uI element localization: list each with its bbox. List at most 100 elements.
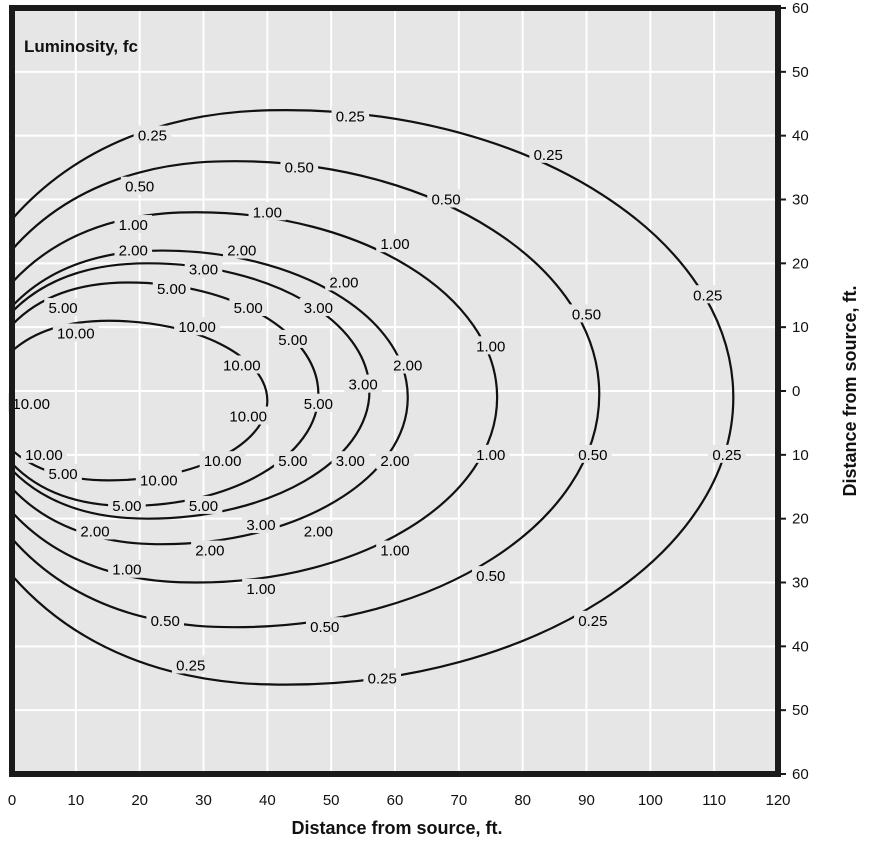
contour-label: 2.00 (299, 521, 338, 540)
contour-label-backdrop (299, 298, 338, 317)
x-tick-label: 10 (67, 792, 84, 809)
contour-label: 0.25 (171, 655, 210, 674)
contour-label-text: 5.00 (157, 281, 186, 298)
contour-label-text: 0.50 (578, 447, 607, 464)
contour-label: 5.00 (299, 393, 338, 413)
contour-label-text: 0.25 (138, 128, 167, 145)
contour-label-text: 1.00 (476, 447, 505, 464)
contour-label: 5.00 (44, 298, 82, 317)
contour-label: 0.50 (120, 176, 159, 196)
contour-label: 5.00 (274, 329, 312, 349)
grid (12, 8, 778, 774)
contour-label-backdrop (363, 668, 402, 687)
contour-label-backdrop (708, 444, 746, 463)
contour-label-backdrop (274, 451, 312, 470)
x-axis-title: Distance from source, ft. (291, 818, 502, 838)
contour-label-backdrop (248, 202, 287, 221)
contour-label-text: 0.25 (176, 657, 205, 674)
contour-label-text: 2.00 (329, 274, 358, 291)
contour-label: 5.00 (44, 463, 82, 483)
contour-label-backdrop (242, 578, 280, 597)
contour-label: 10.00 (199, 451, 246, 470)
y-tick-label: 20 (792, 511, 809, 528)
contour-label-text: 0.25 (693, 287, 722, 304)
contour-label: 1.00 (114, 215, 153, 234)
contour-label-text: 1.00 (253, 204, 282, 221)
contour-label-text: 0.50 (310, 619, 339, 636)
y-tick-label: 50 (792, 702, 809, 719)
contour-label: 1.00 (376, 540, 414, 560)
contour-label: 1.00 (242, 578, 280, 598)
contour-label-backdrop (299, 393, 338, 412)
panel-title: Luminosity, fc (24, 37, 138, 56)
contour-label: 2.00 (114, 240, 153, 260)
contour-label-text: 5.00 (189, 498, 218, 515)
contour-label-text: 2.00 (304, 523, 333, 540)
y-axis-title: Distance from source, ft. (840, 285, 860, 496)
contour-label-backdrop (52, 323, 99, 342)
x-tick-label: 120 (765, 792, 790, 809)
y-tick-label: 30 (792, 575, 809, 592)
contour-label: 10.00 (20, 444, 67, 464)
contour-label-backdrop (44, 298, 82, 317)
contour-label-text: 3.00 (189, 262, 218, 279)
x-axis-ticks: 0 10 20 30 40 50 60 70 80 90 100 110 120 (8, 792, 791, 809)
contour-label: 5.00 (184, 495, 223, 515)
contour-label: 3.00 (242, 515, 280, 534)
y-tick-label: 40 (792, 638, 809, 655)
y-tick-label: 10 (792, 447, 809, 464)
contour-label: 0.25 (133, 125, 172, 145)
contour-label-text: 2.00 (195, 543, 224, 560)
contour-label: 0.25 (708, 444, 746, 464)
contour-label-backdrop (76, 521, 114, 540)
contour-label-text: 0.25 (336, 109, 365, 126)
y-tick-label: 40 (792, 128, 809, 145)
contour-label-text: 5.00 (278, 332, 307, 349)
contour-label-text: 5.00 (48, 466, 77, 483)
contour-label-text: 3.00 (348, 377, 377, 394)
contour-line-0-50 (11, 160, 601, 629)
y-tick-label: 60 (792, 0, 809, 17)
contour-label-backdrop (471, 336, 510, 355)
contour-label-text: 1.00 (246, 581, 275, 598)
contour-label-backdrop (223, 240, 261, 259)
x-tick-label: 60 (387, 792, 404, 809)
contour-label-backdrop (471, 566, 510, 585)
contour-label-text: 10.00 (25, 447, 63, 464)
contour-label-backdrop (229, 298, 267, 317)
contour-label-backdrop (225, 406, 272, 425)
contour-label-text: 5.00 (234, 300, 263, 317)
contour-label: 0.25 (529, 144, 567, 164)
contour-label-text: 2.00 (393, 357, 422, 374)
contour-label: 5.00 (152, 278, 191, 298)
x-tick-label: 50 (323, 792, 340, 809)
contour-label-backdrop (376, 451, 414, 470)
contour-label-text: 2.00 (227, 243, 256, 260)
contour-label: 0.50 (280, 157, 319, 177)
contour-line-1-00 (11, 211, 499, 584)
contour-label: 0.50 (427, 189, 465, 209)
contour-label: 0.25 (574, 610, 612, 630)
contour-label: 10.00 (52, 323, 99, 343)
contour-label-text: 0.50 (476, 568, 505, 585)
contour-label: 3.00 (331, 451, 370, 470)
contour-label-backdrop (471, 444, 510, 463)
contour-label: 0.25 (363, 668, 402, 687)
contour-label-text: 0.50 (285, 160, 314, 177)
contour-label-text: 0.25 (578, 613, 607, 630)
contour-label-backdrop (688, 285, 727, 304)
contour-label-text: 1.00 (119, 217, 148, 234)
y-tick-label: 10 (792, 319, 809, 336)
x-tick-label: 70 (450, 792, 467, 809)
contour-label: 0.25 (688, 285, 727, 304)
contour-label-text: 10.00 (229, 409, 267, 426)
x-tick-label: 20 (131, 792, 148, 809)
contour-label: 3.00 (299, 298, 338, 317)
contour-label: 3.00 (344, 374, 382, 394)
contour-label-backdrop (574, 610, 612, 629)
contour-label-backdrop (8, 393, 55, 412)
x-tick-label: 30 (195, 792, 212, 809)
y-tick-label: 30 (792, 192, 809, 209)
contour-label-backdrop (325, 272, 363, 291)
